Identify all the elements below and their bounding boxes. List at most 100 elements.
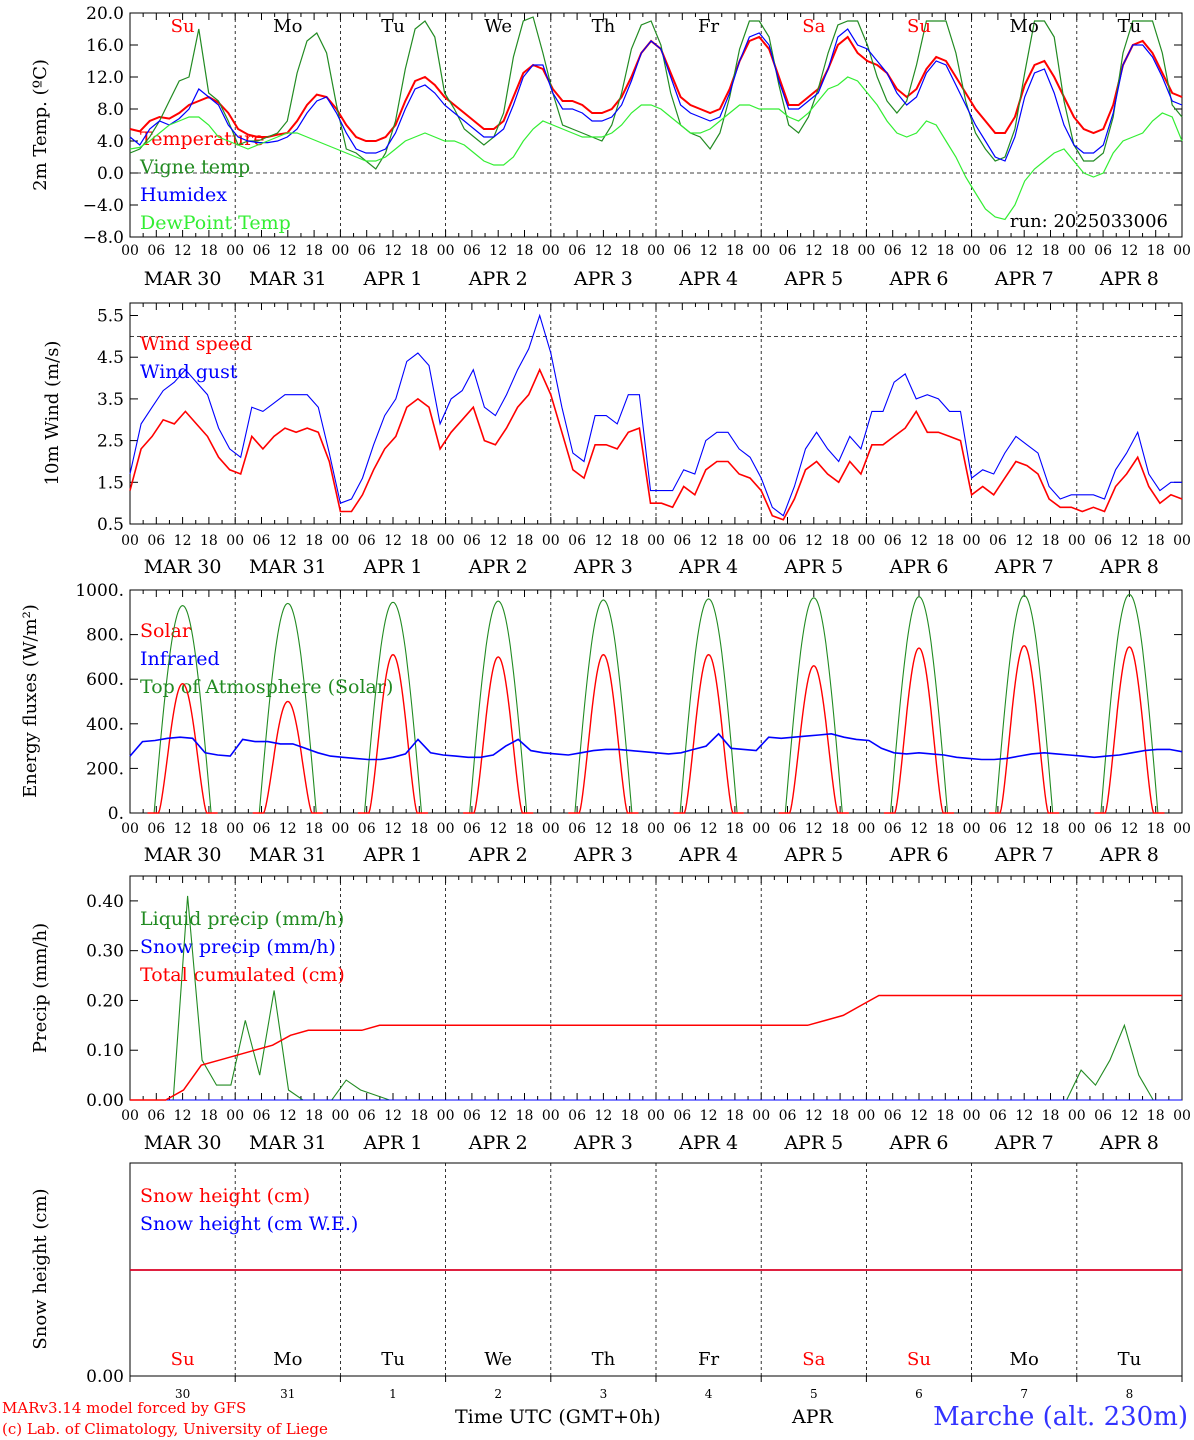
hour-tick-label: 06 [463,533,481,549]
hour-tick-label: 12 [805,1108,823,1124]
day-label: APR 1 [363,844,423,866]
day-label: APR 3 [573,556,633,578]
day-label: APR 2 [468,268,528,290]
hour-tick-label: 00 [226,243,244,259]
day-label: MAR 30 [144,844,222,866]
hour-tick-label: 06 [779,821,797,837]
hour-tick-label: 12 [489,243,507,259]
y-axis-label: Energy fluxes (W/m²) [20,604,41,798]
hour-tick-label: 06 [358,1108,376,1124]
hour-tick-label: 18 [1147,243,1165,259]
hour-tick-label: 00 [1173,1108,1191,1124]
toa-solar-line [463,600,534,814]
day-label: APR 1 [363,268,423,290]
day-number-label: 5 [810,1387,818,1401]
hour-tick-label: 00 [647,1108,665,1124]
hour-tick-label: 00 [752,243,770,259]
toa-solar-line [1094,593,1165,814]
hour-tick-label: 18 [1147,1108,1165,1124]
y-tick-label: 0.20 [86,991,124,1011]
top-weekday-label: Mo [1010,16,1039,37]
hour-tick-label: 00 [1068,243,1086,259]
day-label: APR 8 [1099,1132,1159,1154]
hour-tick-label: 00 [752,1108,770,1124]
y-tick-label: 4.5 [97,348,124,368]
day-label: MAR 30 [144,268,222,290]
hour-tick-label: 12 [1015,821,1033,837]
legend-entry: Snow height (cm W.E.) [140,1213,358,1235]
day-label: APR 6 [889,268,949,290]
legend-entry: Wind gust [140,361,238,383]
credit-lab: (c) Lab. of Climatology, University of L… [2,1420,328,1438]
hour-tick-label: 12 [279,1108,297,1124]
hour-tick-label: 12 [174,1108,192,1124]
hour-tick-label: 18 [726,1108,744,1124]
hour-tick-label: 12 [1015,243,1033,259]
toa-solar-line [673,598,744,814]
solar-line [252,700,323,814]
hour-tick-label: 18 [305,243,323,259]
hour-tick-label: 18 [305,821,323,837]
hour-tick-label: 18 [200,821,218,837]
hour-tick-label: 06 [884,243,902,259]
hour-tick-label: 00 [121,821,139,837]
day-label: APR 2 [468,556,528,578]
y-tick-label: 8.0 [97,100,124,120]
hour-tick-label: 06 [147,243,165,259]
hour-tick-label: 18 [516,1108,534,1124]
temp-series-line [129,76,1183,221]
day-label: APR 7 [994,1132,1054,1154]
hour-tick-label: 00 [963,821,981,837]
hour-tick-label: 06 [147,533,165,549]
hour-tick-label: 06 [568,821,586,837]
toa-solar-line [252,602,323,814]
solar-line [883,647,955,814]
hour-tick-label: 00 [331,1108,349,1124]
hour-tick-label: 18 [831,533,849,549]
hour-tick-label: 06 [1094,533,1112,549]
weekday-label: Mo [273,1349,302,1370]
y-tick-label: −4.0 [83,196,124,216]
top-weekday-label: Th [592,16,616,37]
hour-tick-label: 06 [463,1108,481,1124]
hour-tick-label: 12 [1120,243,1138,259]
day-number-label: 7 [1020,1387,1028,1401]
y-tick-label: 2.5 [97,432,124,452]
hour-tick-label: 18 [726,821,744,837]
hour-tick-label: 06 [779,533,797,549]
hour-tick-label: 18 [831,1108,849,1124]
hour-tick-label: 00 [226,533,244,549]
hour-tick-label: 00 [963,533,981,549]
day-number-label: 3 [600,1387,608,1401]
hour-tick-label: 12 [384,243,402,259]
hour-tick-label: 18 [621,821,639,837]
y-tick-label: 0.00 [86,1367,124,1387]
hour-tick-label: 18 [1042,533,1060,549]
legend-entry: Top of Atmosphere (Solar) [140,676,393,698]
hour-tick-label: 18 [936,1108,954,1124]
hour-tick-label: 12 [384,1108,402,1124]
hour-tick-label: 06 [884,1108,902,1124]
hour-tick-label: 06 [358,821,376,837]
infrared-line [129,732,1183,761]
y-tick-label: 1000. [75,581,124,601]
hour-tick-label: 00 [963,1108,981,1124]
hour-tick-label: 18 [621,533,639,549]
hour-tick-label: 06 [147,821,165,837]
weekday-label: Sa [802,1349,825,1370]
day-number-label: 2 [494,1387,502,1401]
hour-tick-label: 12 [805,821,823,837]
hour-tick-label: 18 [410,1108,428,1124]
hour-tick-label: 12 [700,1108,718,1124]
hour-tick-label: 00 [331,243,349,259]
hour-tick-label: 12 [700,533,718,549]
legend-entry: Wind speed [140,333,252,355]
y-tick-label: 0.00 [86,1091,124,1111]
day-label: APR 5 [783,556,843,578]
day-label: APR 6 [889,1132,949,1154]
hour-tick-label: 18 [200,1108,218,1124]
day-number-label: 6 [915,1387,923,1401]
hour-tick-label: 12 [1015,533,1033,549]
hour-tick-label: 12 [805,533,823,549]
y-tick-label: 0.10 [86,1041,124,1061]
